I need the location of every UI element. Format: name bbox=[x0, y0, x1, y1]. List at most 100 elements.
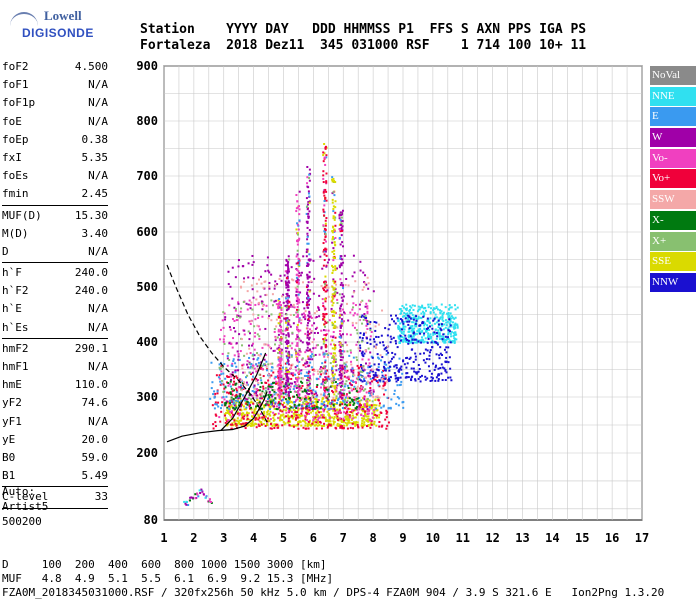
echo-point bbox=[442, 335, 445, 338]
echo-point bbox=[316, 326, 319, 329]
echo-point bbox=[316, 424, 319, 427]
param-name: fxI bbox=[2, 150, 22, 164]
echo-point bbox=[382, 405, 385, 408]
echo-point bbox=[272, 382, 275, 385]
echo-point bbox=[334, 224, 337, 227]
echo-point bbox=[358, 308, 361, 311]
echo-point bbox=[296, 380, 299, 383]
echo-point bbox=[324, 406, 327, 409]
echo-point bbox=[279, 415, 282, 418]
echo-point bbox=[333, 356, 336, 359]
echo-point bbox=[255, 394, 258, 397]
echo-point bbox=[225, 409, 228, 412]
echo-point bbox=[348, 382, 351, 385]
echo-point bbox=[341, 308, 344, 311]
echo-point bbox=[333, 393, 336, 396]
echo-point bbox=[296, 233, 299, 236]
echo-point bbox=[345, 405, 348, 408]
echo-point bbox=[362, 367, 365, 370]
echo-point bbox=[336, 298, 339, 301]
echo-point bbox=[208, 498, 211, 501]
echo-point bbox=[324, 235, 327, 238]
echo-point bbox=[214, 392, 217, 395]
echo-point bbox=[234, 371, 237, 374]
echo-point bbox=[424, 375, 427, 378]
echo-point bbox=[417, 305, 420, 308]
echo-point bbox=[250, 344, 253, 347]
echo-point bbox=[305, 349, 308, 352]
echo-point bbox=[238, 395, 241, 398]
echo-point bbox=[308, 409, 311, 412]
echo-point bbox=[395, 402, 398, 405]
echo-point bbox=[323, 227, 326, 230]
echo-point bbox=[310, 329, 313, 332]
echo-point bbox=[333, 216, 336, 219]
echo-point bbox=[226, 364, 229, 367]
echo-point bbox=[346, 350, 349, 353]
echo-point bbox=[303, 314, 306, 317]
echo-point bbox=[270, 366, 273, 369]
echo-point bbox=[306, 205, 309, 208]
echo-point bbox=[361, 426, 364, 429]
echo-point bbox=[345, 380, 348, 383]
echo-point bbox=[387, 361, 390, 364]
echo-point bbox=[267, 401, 270, 404]
echo-point bbox=[379, 411, 382, 414]
echo-point bbox=[380, 371, 383, 374]
echo-point bbox=[427, 336, 430, 339]
echo-point bbox=[268, 315, 271, 318]
echo-point bbox=[359, 389, 362, 392]
echo-point bbox=[332, 403, 335, 406]
echo-point bbox=[274, 284, 277, 287]
echo-point bbox=[296, 268, 299, 271]
echo-point bbox=[333, 358, 336, 361]
echo-point bbox=[233, 354, 236, 357]
echo-point bbox=[335, 283, 338, 286]
echo-point bbox=[302, 402, 305, 405]
echo-point bbox=[277, 333, 280, 336]
echo-point bbox=[324, 361, 327, 364]
echo-point bbox=[324, 396, 327, 399]
x-tick-label: 10 bbox=[426, 531, 440, 545]
echo-point bbox=[297, 257, 300, 260]
echo-point bbox=[332, 375, 335, 378]
echo-point bbox=[210, 501, 213, 504]
echo-point bbox=[262, 385, 265, 388]
echo-point bbox=[308, 397, 311, 400]
echo-point bbox=[405, 375, 408, 378]
echo-point bbox=[243, 333, 246, 336]
echo-point bbox=[367, 417, 370, 420]
echo-point bbox=[296, 305, 299, 308]
echo-point bbox=[352, 427, 355, 430]
echo-point bbox=[315, 418, 318, 421]
echo-point bbox=[270, 427, 273, 430]
param-row: foF1 N/A bbox=[2, 76, 108, 94]
echo-point bbox=[351, 411, 354, 414]
echo-point bbox=[350, 379, 353, 382]
scaled-parameters: foF2 4.500 foF1 N/A foF1p N/A foE N/A foEp 0.38 fx… bbox=[2, 58, 108, 510]
echo-point bbox=[331, 295, 334, 298]
echo-point bbox=[381, 424, 384, 427]
echo-point bbox=[381, 387, 384, 390]
echo-point bbox=[418, 339, 421, 342]
echo-point bbox=[363, 368, 366, 371]
echo-point bbox=[297, 270, 300, 273]
echo-point bbox=[287, 382, 290, 385]
echo-point bbox=[297, 427, 300, 430]
echo-point bbox=[219, 338, 222, 341]
echo-point bbox=[278, 402, 281, 405]
echo-point bbox=[423, 321, 426, 324]
echo-point bbox=[256, 333, 259, 336]
echo-point bbox=[251, 415, 254, 418]
echo-point bbox=[451, 340, 454, 343]
echo-point bbox=[270, 369, 273, 372]
echo-point bbox=[222, 311, 225, 314]
echo-point bbox=[411, 328, 414, 331]
echo-point bbox=[448, 341, 451, 344]
echo-point bbox=[352, 356, 355, 359]
echo-point bbox=[332, 247, 335, 250]
echo-point bbox=[308, 229, 311, 232]
echo-point bbox=[411, 348, 414, 351]
echo-point bbox=[420, 336, 423, 339]
echo-point bbox=[296, 377, 299, 380]
